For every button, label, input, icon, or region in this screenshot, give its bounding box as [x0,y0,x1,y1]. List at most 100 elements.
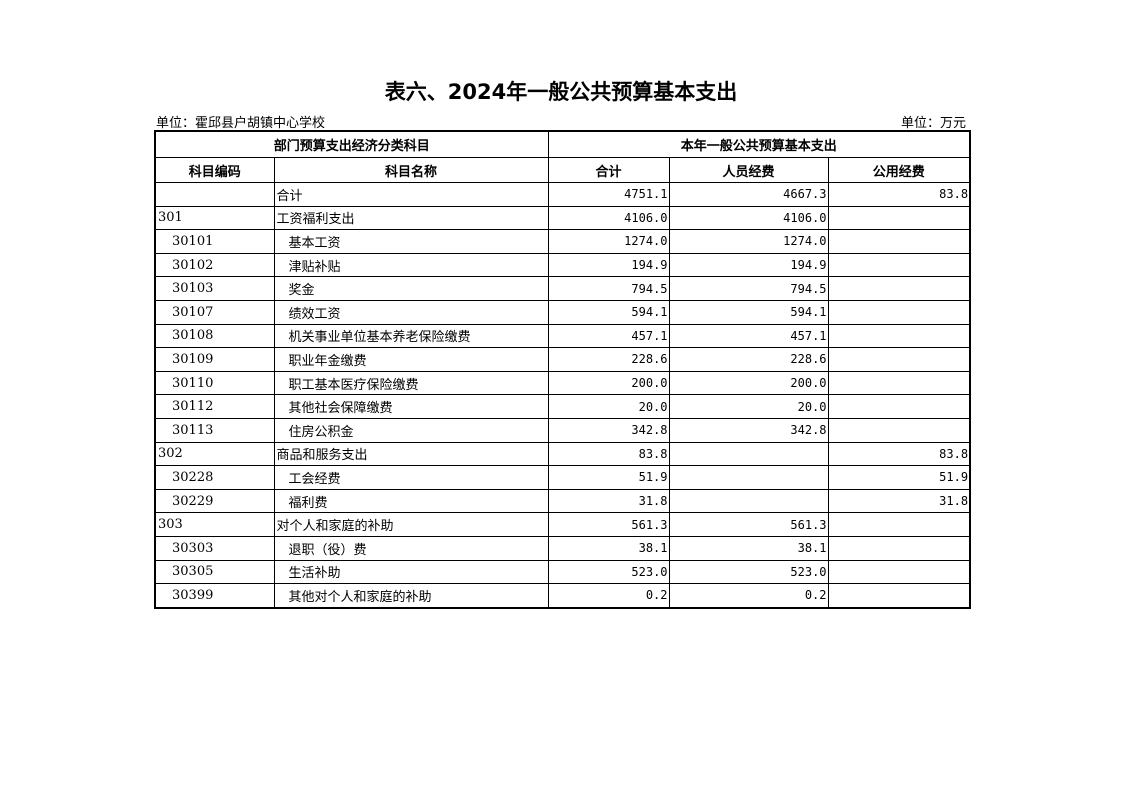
table-row: 合计 4751.1 4667.3 83.8 [154,182,971,207]
table-row: 30399 其他对个人和家庭的补助 0.2 0.2 [154,583,971,609]
cell-code [154,182,275,207]
table-row: 30110 职工基本医疗保险缴费 200.0 200.0 [154,370,971,396]
cell-total: 794.5 [547,276,670,301]
cell-name: 退职（役）费 [273,535,549,561]
cell-total: 20.0 [547,394,670,419]
cell-public [827,583,971,609]
table-row: 30113 住房公积金 342.8 342.8 [154,417,971,443]
header-classification: 部门预算支出经济分类科目 [154,130,549,158]
cell-code: 30112 [154,394,275,419]
cell-code: 30102 [154,252,275,278]
cell-total: 594.1 [547,299,670,325]
cell-name: 其他对个人和家庭的补助 [273,583,549,609]
organization-unit: 单位：霍邱县户胡镇中心学校 [156,116,326,131]
table-row: 301 工资福利支出 4106.0 4106.0 [154,205,971,231]
cell-code: 30103 [154,276,275,301]
cell-code: 302 [154,441,275,467]
cell-total: 194.9 [547,252,670,278]
table-row: 30112 其他社会保障缴费 20.0 20.0 [154,394,971,419]
cell-code: 30303 [154,535,275,561]
cell-total: 342.8 [547,417,670,443]
cell-total: 38.1 [547,535,670,561]
cell-name: 住房公积金 [273,417,549,443]
column-header-public: 公用经费 [827,157,971,183]
cell-public [827,559,971,585]
cell-public [827,394,971,419]
page-title: 表六、2024年一般公共预算基本支出 [384,80,738,104]
cell-name: 其他社会保障缴费 [273,394,549,419]
cell-personnel: 194.9 [668,252,829,278]
cell-name: 生活补助 [273,559,549,585]
table-row: 30108 机关事业单位基本养老保险缴费 457.1 457.1 [154,323,971,349]
cell-name: 职工基本医疗保险缴费 [273,370,549,396]
cell-personnel: 1274.0 [668,229,829,254]
cell-name: 基本工资 [273,229,549,254]
table-row: 30228 工会经费 51.9 51.9 [154,465,971,490]
cell-code: 30113 [154,417,275,443]
cell-public [827,417,971,443]
cell-public [827,276,971,301]
cell-total: 51.9 [547,465,670,490]
cell-personnel: 523.0 [668,559,829,585]
cell-total: 4751.1 [547,182,670,207]
column-header-name: 科目名称 [273,157,549,183]
cell-code: 301 [154,205,275,231]
cell-name: 绩效工资 [273,299,549,325]
cell-total: 0.2 [547,583,670,609]
cell-total: 4106.0 [547,205,670,231]
cell-name: 商品和服务支出 [273,441,549,467]
cell-personnel: 0.2 [668,583,829,609]
column-header-personnel: 人员经费 [668,157,829,183]
cell-public: 83.8 [827,182,971,207]
cell-personnel: 594.1 [668,299,829,325]
cell-public [827,299,971,325]
budget-table: 部门预算支出经济分类科目 本年一般公共预算基本支出 科目编码 科目名称 合计 人… [154,130,972,609]
cell-personnel: 38.1 [668,535,829,561]
currency-unit: 单位：万元 [900,116,966,131]
cell-personnel: 4667.3 [668,182,829,207]
cell-public: 31.8 [827,488,971,514]
table-row: 30229 福利费 31.8 31.8 [154,488,971,514]
cell-code: 30109 [154,347,275,372]
cell-name: 福利费 [273,488,549,514]
table-row: 303 对个人和家庭的补助 561.3 561.3 [154,512,971,537]
cell-personnel: 561.3 [668,512,829,537]
cell-code: 30108 [154,323,275,349]
cell-personnel: 342.8 [668,417,829,443]
table-row: 302 商品和服务支出 83.8 83.8 [154,441,971,467]
cell-public [827,512,971,537]
cell-personnel: 457.1 [668,323,829,349]
cell-total: 31.8 [547,488,670,514]
cell-personnel [668,488,829,514]
cell-code: 30229 [154,488,275,514]
cell-public: 83.8 [827,441,971,467]
table-row: 30103 奖金 794.5 794.5 [154,276,971,301]
cell-name: 津贴补贴 [273,252,549,278]
table-row: 30303 退职（役）费 38.1 38.1 [154,535,971,561]
cell-total: 561.3 [547,512,670,537]
cell-total: 228.6 [547,347,670,372]
table-row: 30102 津贴补贴 194.9 194.9 [154,252,971,278]
cell-public [827,370,971,396]
cell-total: 523.0 [547,559,670,585]
cell-total: 83.8 [547,441,670,467]
cell-name: 职业年金缴费 [273,347,549,372]
header-basic-expenditure: 本年一般公共预算基本支出 [547,130,971,158]
cell-public [827,347,971,372]
table-row: 30305 生活补助 523.0 523.0 [154,559,971,585]
cell-public: 51.9 [827,465,971,490]
cell-personnel: 228.6 [668,347,829,372]
cell-personnel [668,465,829,490]
cell-personnel: 200.0 [668,370,829,396]
cell-public [827,252,971,278]
cell-name: 对个人和家庭的补助 [273,512,549,537]
table-row: 30107 绩效工资 594.1 594.1 [154,299,971,325]
cell-name: 奖金 [273,276,549,301]
cell-personnel: 4106.0 [668,205,829,231]
cell-public [827,535,971,561]
cell-personnel [668,441,829,467]
cell-total: 1274.0 [547,229,670,254]
cell-code: 30110 [154,370,275,396]
table-row: 30109 职业年金缴费 228.6 228.6 [154,347,971,372]
cell-name: 工资福利支出 [273,205,549,231]
